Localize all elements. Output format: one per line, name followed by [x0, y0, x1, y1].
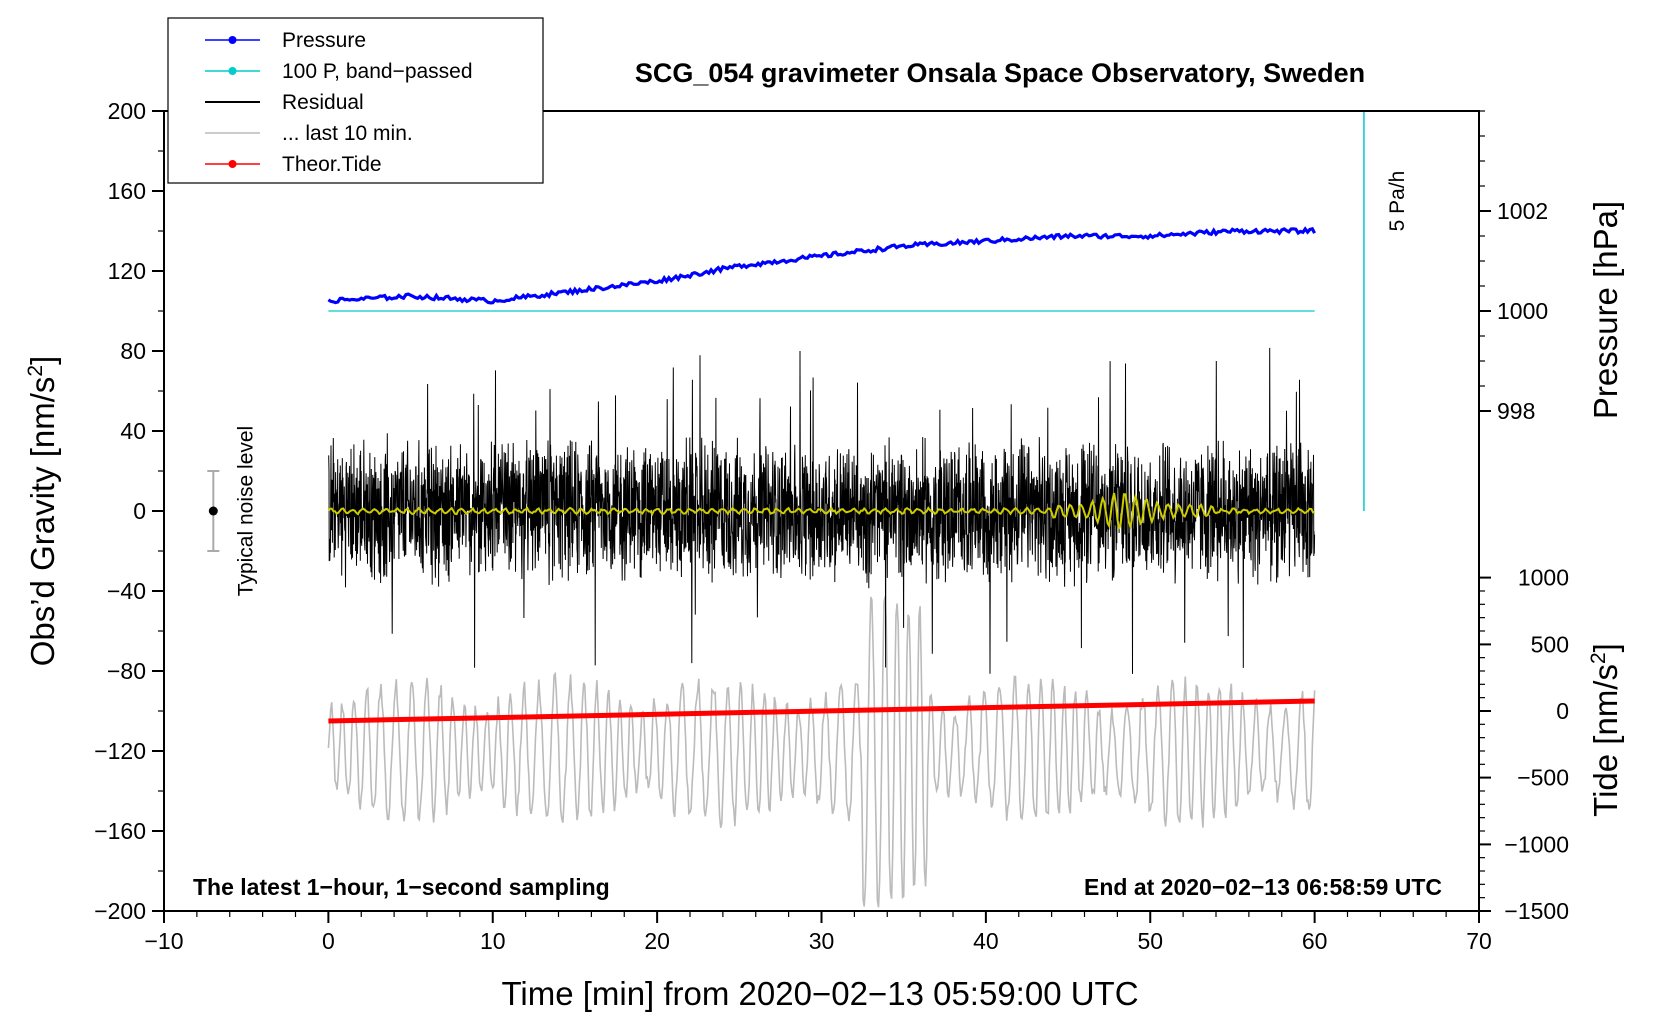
x-tick-label: 60: [1302, 928, 1328, 954]
x-tick-label: 20: [644, 928, 670, 954]
y-tick-label: 120: [108, 258, 146, 284]
annotations: Typical noise level 5 Pa/h: [207, 111, 1409, 596]
x-tick-label: 30: [809, 928, 835, 954]
pressure-line: [327, 226, 1317, 305]
pressure-tick-label: 1002: [1497, 198, 1548, 224]
residual-line: [328, 347, 1316, 674]
x-tick-label: 10: [480, 928, 506, 954]
tide-tick-label: −1500: [1504, 898, 1569, 924]
x-tick-label: 40: [973, 928, 999, 954]
last-10-min-line: [327, 596, 1316, 908]
legend: Pressure 100 P, band−passed Residual ... la…: [167, 17, 544, 184]
theoretical-tide-series: [328, 698, 1315, 724]
noise-label: Typical noise level: [234, 426, 257, 596]
y-tick-label: −80: [107, 658, 146, 684]
legend-label: Residual: [282, 91, 364, 114]
y-tick-label: −200: [94, 898, 146, 924]
x-tick-label: −10: [144, 928, 183, 954]
tide-axis: 1000 500 0 −500 −1000 −1500: [1479, 565, 1569, 924]
x-axis: −10 0 10 20 30 40 50 60 70: [144, 911, 1492, 954]
pressure-tick-label: 1000: [1497, 298, 1548, 324]
tide-line: [328, 698, 1315, 724]
tide-axis-label: Tide [nm/s2]: [1587, 643, 1624, 817]
last-10-min-series: [327, 596, 1316, 908]
y-tick-label: −40: [107, 578, 146, 604]
sampling-caption: The latest 1−hour, 1−second sampling: [193, 874, 610, 900]
rate-label: 5 Pa/h: [1386, 171, 1409, 232]
tide-tick-label: 1000: [1518, 565, 1569, 591]
legend-label: Theor.Tide: [282, 153, 382, 176]
tide-tick-label: 0: [1556, 698, 1569, 724]
y-tick-label: 80: [120, 338, 146, 364]
pressure-axis: 1002 1000 998: [1479, 110, 1548, 424]
legend-label: 100 P, band−passed: [282, 60, 473, 83]
end-time-caption: End at 2020−02−13 06:58:59 UTC: [1084, 874, 1442, 900]
noise-bar-dot: [208, 506, 218, 516]
pressure-tick-label: 998: [1497, 398, 1535, 424]
pressure-axis-label: Pressure [hPa]: [1587, 201, 1624, 419]
y-tick-label: −160: [94, 818, 146, 844]
legend-label: Pressure: [282, 29, 366, 52]
y-tick-label: −120: [94, 738, 146, 764]
y-tick-label: 160: [108, 178, 146, 204]
pressure-series: [327, 226, 1317, 305]
y-tick-label: 0: [133, 498, 146, 524]
chart-title: SCG_054 gravimeter Onsala Space Observat…: [635, 58, 1365, 88]
tide-tick-label: −500: [1517, 765, 1569, 791]
y-axis-label-left: Obs’d Gravity [nm/s2]: [24, 356, 61, 667]
x-tick-label: 70: [1466, 928, 1492, 954]
x-axis-label: Time [min] from 2020−02−13 05:59:00 UTC: [501, 975, 1138, 1012]
y-tick-label: 200: [108, 98, 146, 124]
legend-label: ... last 10 min.: [282, 122, 413, 145]
legend-marker: [228, 160, 237, 168]
y-axis-left: 200 160 120 80 40 0 −40 −80 −120 −160 −200: [94, 98, 164, 924]
x-tick-label: 0: [322, 928, 335, 954]
tide-tick-label: −1000: [1504, 831, 1569, 857]
residual-smoothed-line: [327, 492, 1315, 530]
residual-series: [328, 347, 1316, 674]
legend-box: [167, 17, 544, 184]
legend-marker: [228, 36, 237, 44]
residual-smoothed-series: [327, 492, 1315, 530]
x-tick-label: 50: [1137, 928, 1163, 954]
y-tick-label: 40: [120, 418, 146, 444]
legend-marker: [228, 67, 237, 75]
tide-tick-label: 500: [1531, 631, 1569, 657]
